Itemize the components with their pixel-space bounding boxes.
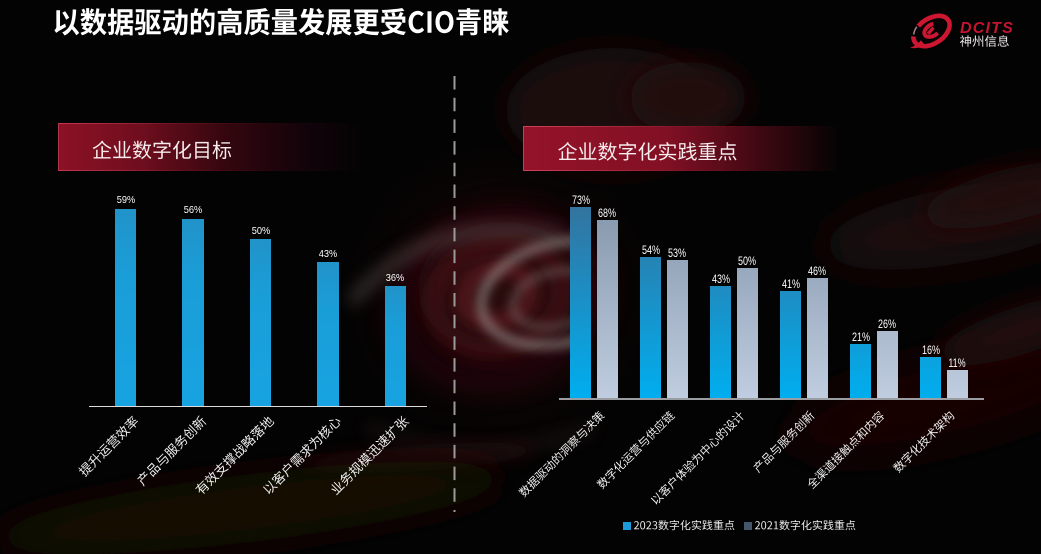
svg-text:DCITS: DCITS	[960, 20, 1014, 37]
